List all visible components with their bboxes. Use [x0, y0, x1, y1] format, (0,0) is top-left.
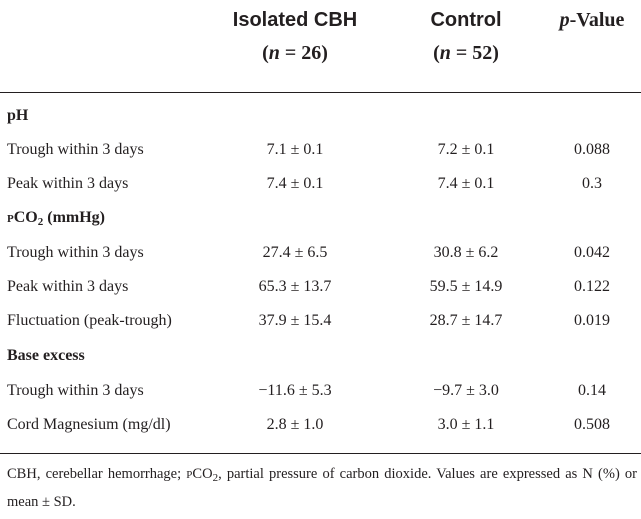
footnote-pco2-main: CO — [192, 466, 213, 482]
header-p-value-title: p-Value — [547, 6, 637, 34]
header-control: Control (n = 52) — [402, 6, 530, 68]
table-row: Peak within 3 days 7.4 ± 0.1 7.4 ± 0.1 0… — [0, 167, 641, 201]
table-row: Trough within 3 days 7.1 ± 0.1 7.2 ± 0.1… — [0, 133, 641, 167]
pco2-subscript: 2 — [37, 216, 44, 228]
table-row: Cord Magnesium (mg/dl) 2.8 ± 1.0 3.0 ± 1… — [0, 408, 641, 442]
n-value: = 52 — [455, 42, 493, 64]
row-label: Trough within 3 days — [7, 141, 144, 158]
section-pco2: PCO2 (mmHg) — [0, 201, 641, 235]
table-footnote: CBH, cerebellar hemorrhage; PCO2, partia… — [7, 462, 637, 514]
row-label: Trough within 3 days — [7, 244, 144, 261]
cbh-value: 65.3 ± 13.7 — [258, 278, 332, 295]
row-label: Cord Magnesium (mg/dl) — [7, 416, 171, 433]
header-rule — [0, 92, 641, 93]
p-value: 0.088 — [574, 141, 610, 158]
cbh-value: −11.6 ± 5.3 — [258, 382, 332, 399]
pco2-prefix: P — [7, 213, 14, 225]
footnote-part1: CBH, cerebellar hemorrhage; — [7, 466, 187, 482]
footnote-part2: , partial pressure of carbon dioxide. Va… — [7, 466, 637, 510]
pco2-main: CO — [13, 209, 38, 226]
control-value: 28.7 ± 14.7 — [429, 312, 503, 329]
p-value-suffix: -Value — [569, 9, 625, 31]
p-value: 0.508 — [574, 416, 610, 433]
p-value: 0.019 — [574, 312, 610, 329]
n-value: = 26 — [284, 42, 322, 64]
cbh-value: 7.1 ± 0.1 — [266, 141, 324, 158]
p-value: 0.042 — [574, 244, 610, 261]
row-label: Peak within 3 days — [7, 175, 129, 192]
section-label: PCO2 (mmHg) — [7, 201, 105, 239]
cbh-value: 7.4 ± 0.1 — [266, 175, 324, 192]
section-ph: pH — [0, 99, 641, 133]
header-control-title: Control — [430, 9, 502, 31]
table-row: Peak within 3 days 65.3 ± 13.7 59.5 ± 14… — [0, 270, 641, 304]
pco2-unit: (mmHg) — [47, 209, 105, 226]
n-symbol: n — [268, 42, 280, 64]
p-symbol: p — [559, 9, 570, 31]
row-label: Fluctuation (peak-trough) — [7, 312, 172, 329]
header-isolated-cbh-n: (n = 26) — [262, 42, 328, 64]
control-value: −9.7 ± 3.0 — [433, 382, 499, 399]
footnote-pco2-prefix: P — [186, 469, 193, 481]
row-label: Trough within 3 days — [7, 382, 144, 399]
table-row: Trough within 3 days −11.6 ± 5.3 −9.7 ± … — [0, 374, 641, 408]
p-value: 0.122 — [574, 278, 610, 295]
table-header: Isolated CBH (n = 26) Control (n = 52) p… — [0, 0, 641, 92]
footnote-pco2-subscript: 2 — [212, 472, 219, 484]
row-label: Peak within 3 days — [7, 278, 129, 295]
header-isolated-cbh-title: Isolated CBH — [232, 9, 358, 31]
control-value: 7.2 ± 0.1 — [437, 141, 495, 158]
control-value: 3.0 ± 1.1 — [437, 416, 495, 433]
footer-rule — [0, 453, 641, 454]
header-control-n: (n = 52) — [433, 42, 499, 64]
header-p-value: p-Value — [547, 6, 637, 34]
p-value: 0.14 — [578, 382, 606, 399]
cbh-value: 2.8 ± 1.0 — [266, 416, 324, 433]
control-value: 30.8 ± 6.2 — [433, 244, 499, 261]
section-label: Base excess — [7, 347, 85, 364]
table-row: Trough within 3 days 27.4 ± 6.5 30.8 ± 6… — [0, 236, 641, 270]
table-row: Fluctuation (peak-trough) 37.9 ± 15.4 28… — [0, 304, 641, 338]
cbh-value: 37.9 ± 15.4 — [258, 312, 332, 329]
section-base-excess: Base excess — [0, 339, 641, 373]
cbh-value: 27.4 ± 6.5 — [262, 244, 328, 261]
control-value: 59.5 ± 14.9 — [429, 278, 503, 295]
n-symbol: n — [439, 42, 451, 64]
p-value: 0.3 — [582, 175, 602, 192]
header-isolated-cbh: Isolated CBH (n = 26) — [222, 6, 368, 68]
section-label: pH — [7, 107, 29, 124]
control-value: 7.4 ± 0.1 — [437, 175, 495, 192]
